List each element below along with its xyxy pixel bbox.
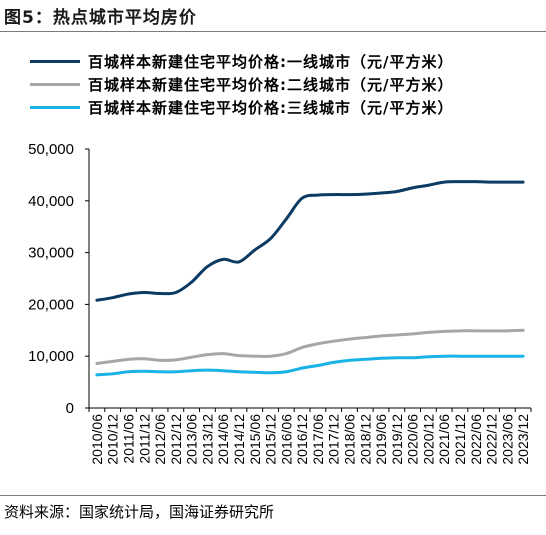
source-divider <box>0 495 546 496</box>
legend-label-series-1: 百城样本新建住宅平均价格:一线城市（元/平方米） <box>88 53 454 71</box>
y-tick-label: 0 <box>66 400 74 417</box>
x-tick-label: 2017/06 <box>310 414 326 465</box>
x-tick-label: 2011/06 <box>120 414 136 464</box>
x-tick-label: 2014/12 <box>231 414 247 465</box>
y-tick-label: 30,000 <box>28 245 74 262</box>
x-tick-label: 2015/12 <box>263 414 279 465</box>
x-tick-label: 2017/12 <box>326 414 342 465</box>
legend-label-series-3: 百城样本新建住宅平均价格:三线城市（元/平方米） <box>88 99 454 117</box>
title-divider <box>0 31 546 32</box>
x-tick-label: 2018/06 <box>341 414 357 465</box>
x-tick-label: 2022/06 <box>468 414 484 465</box>
source-note: 资料来源：国家统计局，国海证券研究所 <box>4 503 275 521</box>
y-tick-label: 20,000 <box>28 296 74 313</box>
y-tick-label: 40,000 <box>28 193 74 210</box>
x-tick-label: 2019/06 <box>373 414 389 465</box>
x-tick-label: 2022/12 <box>484 414 500 465</box>
x-tick-label: 2023/12 <box>515 414 531 465</box>
x-tick-label: 2020/12 <box>420 414 436 465</box>
y-tick-label: 10,000 <box>28 348 74 365</box>
legend-item-series-2: 百城样本新建住宅平均价格:二线城市（元/平方米） <box>30 73 453 96</box>
x-tick-label: 2021/12 <box>452 414 468 465</box>
x-tick-label: 2018/12 <box>357 414 373 465</box>
x-tick-label: 2013/12 <box>199 414 215 465</box>
legend-item-series-1: 百城样本新建住宅平均价格:一线城市（元/平方米） <box>30 50 453 73</box>
x-tick-label: 2010/06 <box>89 414 105 465</box>
legend-swatch-series-1 <box>30 60 80 63</box>
series-line-2 <box>95 328 525 365</box>
legend-label-series-2: 百城样本新建住宅平均价格:二线城市（元/平方米） <box>88 76 454 94</box>
x-tick-label: 2016/12 <box>294 414 310 465</box>
x-tick-label: 2021/06 <box>436 414 452 465</box>
x-tick-label: 2012/12 <box>168 414 184 465</box>
x-tick-label: 2010/12 <box>105 414 121 465</box>
x-tick-label: 2013/06 <box>184 414 200 465</box>
y-tick-label: 50,000 <box>28 141 74 158</box>
series-line-3 <box>95 354 525 377</box>
series-line-1 <box>95 180 525 302</box>
x-tick-label: 2015/06 <box>247 414 263 465</box>
figure-title: 图5：热点城市平均房价 <box>4 8 197 28</box>
x-tick-label: 2019/12 <box>389 414 405 465</box>
legend-item-series-3: 百城样本新建住宅平均价格:三线城市（元/平方米） <box>30 96 453 119</box>
legend-swatch-series-3 <box>30 106 80 109</box>
chart-legend: 百城样本新建住宅平均价格:一线城市（元/平方米） 百城样本新建住宅平均价格:二线… <box>30 50 453 119</box>
x-tick-label: 2014/06 <box>215 414 231 465</box>
x-tick-label: 2016/06 <box>278 414 294 465</box>
x-tick-label: 2023/06 <box>499 414 515 465</box>
x-tick-label: 2011/12 <box>136 414 152 464</box>
x-tick-label: 2012/06 <box>152 414 168 465</box>
legend-swatch-series-2 <box>30 83 80 86</box>
x-tick-label: 2020/06 <box>405 414 421 465</box>
